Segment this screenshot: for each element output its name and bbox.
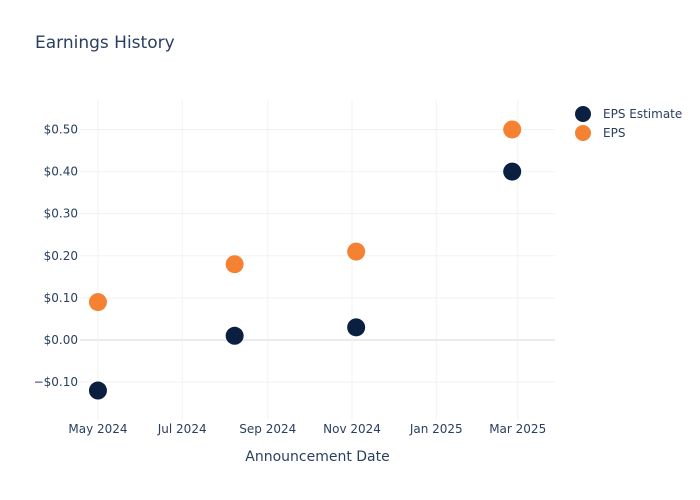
x-tick-label: Jan 2025 <box>409 422 463 436</box>
legend-marker <box>575 106 591 122</box>
y-tick-label: −$0.10 <box>34 375 78 389</box>
data-point[interactable] <box>503 162 522 181</box>
data-point[interactable] <box>347 242 366 261</box>
y-tick-label: $0.30 <box>44 207 78 221</box>
grid <box>80 100 555 420</box>
y-tick-label: $0.20 <box>44 249 78 263</box>
series-eps <box>88 120 522 312</box>
y-tick-label: $0.50 <box>44 122 78 136</box>
data-points <box>88 120 522 400</box>
x-tick-label: Sep 2024 <box>239 422 296 436</box>
legend-item[interactable]: EPS <box>575 125 625 141</box>
x-axis-title: Announcement Date <box>245 449 389 465</box>
data-point[interactable] <box>225 255 244 274</box>
data-point[interactable] <box>347 318 366 337</box>
legend-label: EPS Estimate <box>603 107 682 121</box>
data-point[interactable] <box>503 120 522 139</box>
x-axis-ticks: May 2024 Jul 2024 Sep 2024 Nov 2024 Jan 2025… <box>68 422 546 436</box>
legend-item[interactable]: EPS Estimate <box>575 106 682 122</box>
legend-marker <box>575 125 591 141</box>
series-eps-estimate <box>88 162 522 400</box>
data-point[interactable] <box>88 381 107 400</box>
legend-label: EPS <box>603 126 625 140</box>
y-tick-label: $0.10 <box>44 291 78 305</box>
x-tick-label: Jul 2024 <box>157 422 207 436</box>
data-point[interactable] <box>88 293 107 312</box>
chart-title: Earnings History <box>35 33 175 53</box>
x-tick-label: May 2024 <box>68 422 127 436</box>
x-tick-label: Nov 2024 <box>323 422 381 436</box>
data-point[interactable] <box>225 326 244 345</box>
x-tick-label: Mar 2025 <box>489 422 546 436</box>
y-axis-ticks: −$0.10 $0.00 $0.10 $0.20 $0.30 $0.40 $0.50 <box>34 122 78 389</box>
y-tick-label: $0.40 <box>44 165 78 179</box>
y-tick-label: $0.00 <box>44 333 78 347</box>
legend[interactable]: EPS Estimate EPS <box>575 106 682 141</box>
